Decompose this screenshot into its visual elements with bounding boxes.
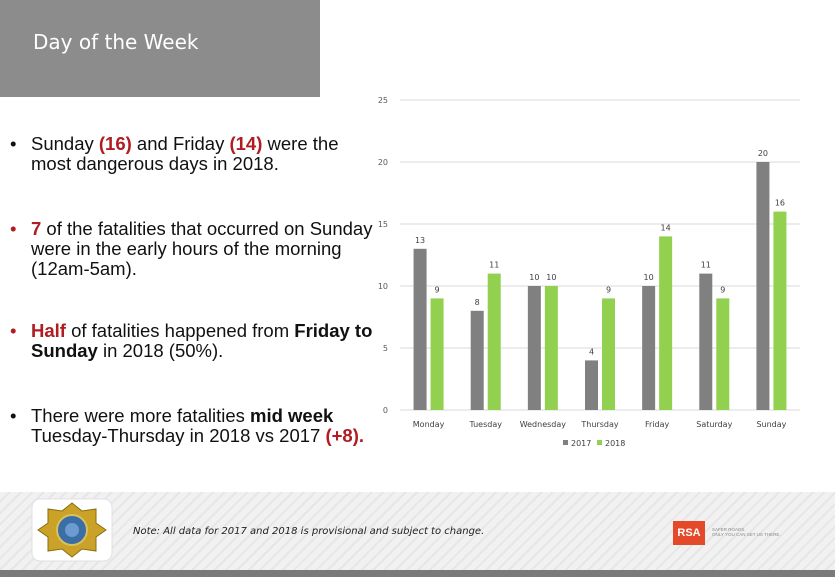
- bar-2017: [756, 162, 770, 410]
- footer-bottom-bar: [0, 570, 835, 577]
- garda-crest-icon: [31, 498, 113, 562]
- rsa-tagline: SAFER ROADS. ONLY YOU CAN SET US THERE.: [712, 527, 802, 537]
- bullet-dot: •: [10, 133, 17, 154]
- data-label: 10: [529, 273, 539, 282]
- text: in 2018 (50%).: [97, 340, 224, 361]
- text: were the most dangerous days in 2018.: [31, 133, 339, 174]
- bar-2018: [716, 298, 730, 410]
- text: of the fatalities that occurred on Sunda…: [31, 218, 373, 279]
- bar-chart: 0 5 10 15 20 25 13 9 Monday 8 11 Tuesday 10 10 Wednesd…: [378, 96, 800, 448]
- rsa-tagline-line: SAFER ROADS.: [712, 527, 746, 532]
- bullet-dot: •: [10, 405, 17, 426]
- data-label: 9: [720, 285, 725, 294]
- data-label: 16: [775, 199, 785, 208]
- rsa-tagline-line: ONLY YOU CAN SET US THERE.: [712, 532, 781, 537]
- rsa-logo: RSA: [673, 521, 705, 545]
- text: There were more fatalities: [31, 405, 251, 426]
- text: Sunday: [31, 133, 99, 154]
- x-tick-label: Wednesday: [520, 420, 567, 429]
- legend-swatch: [597, 440, 602, 445]
- bold-text: mid week: [250, 405, 334, 426]
- highlight-value: (+8).: [325, 425, 365, 446]
- bar-2017: [470, 310, 484, 410]
- highlight-value: Half: [31, 320, 66, 341]
- data-label: 9: [435, 285, 440, 294]
- bar-2017: [585, 360, 598, 410]
- y-tick-label: 0: [383, 406, 388, 415]
- page-title: Day of the Week: [33, 30, 199, 54]
- x-tick-label: Sunday: [756, 420, 786, 429]
- y-tick-label: 5: [383, 344, 388, 353]
- data-label: 10: [546, 273, 556, 282]
- y-tick-label: 25: [378, 96, 388, 105]
- text: and Friday: [131, 133, 230, 154]
- y-tick-label: 15: [378, 220, 388, 229]
- bar-2018: [659, 236, 673, 410]
- data-label: 11: [701, 261, 711, 270]
- data-label: 8: [475, 298, 480, 307]
- bar-2017: [699, 273, 713, 410]
- x-tick-label: Monday: [413, 420, 445, 429]
- highlight-value: (16): [98, 133, 132, 154]
- bar-2018: [430, 298, 444, 410]
- data-label: 10: [644, 273, 654, 282]
- data-label: 13: [415, 236, 425, 245]
- bar-2018: [544, 286, 558, 410]
- data-label: 11: [489, 261, 499, 270]
- text: Tuesday-Thursday in 2018 vs 2017: [31, 425, 326, 446]
- footer-note: Note: All data for 2017 and 2018 is prov…: [133, 526, 485, 537]
- y-tick-label: 10: [378, 282, 388, 291]
- bar-2018: [487, 273, 501, 410]
- x-tick-label: Friday: [645, 420, 670, 429]
- legend-label: 2018: [605, 439, 625, 448]
- title-banner: Day of the Week: [0, 0, 320, 97]
- bar-2018: [602, 298, 615, 410]
- bold-text: Friday to Sunday: [31, 320, 373, 361]
- data-label: 20: [758, 149, 768, 158]
- bar-2017: [527, 286, 541, 410]
- highlight-value: (14): [229, 133, 263, 154]
- bar-2017: [642, 286, 656, 410]
- data-label: 9: [606, 285, 611, 294]
- bar-2017: [413, 248, 427, 410]
- x-tick-label: Tuesday: [468, 420, 502, 429]
- legend-swatch: [563, 440, 568, 445]
- y-tick-label: 20: [378, 158, 388, 167]
- x-tick-label: Saturday: [696, 420, 732, 429]
- text: of fatalities happened from: [65, 320, 295, 341]
- data-label: 14: [661, 223, 671, 232]
- highlight-value: 7: [31, 218, 42, 239]
- bar-2018: [773, 211, 787, 410]
- x-tick-label: Thursday: [580, 420, 618, 429]
- data-label: 4: [589, 347, 594, 356]
- bullet-dot: •: [10, 320, 17, 341]
- bullet-dot: •: [10, 218, 17, 239]
- legend-label: 2017: [571, 439, 591, 448]
